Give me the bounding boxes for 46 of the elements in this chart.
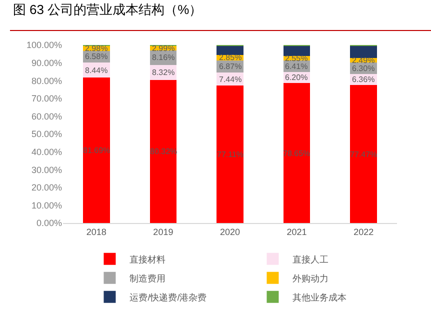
y-tick-label: 80.00% [31,76,62,86]
data-label: 77.11% [217,150,244,159]
data-label: 2.85% [219,53,242,62]
bar [216,45,244,56]
y-tick-label: 30.00% [31,164,62,175]
legend-label: 外购动力 [292,273,329,284]
data-label: 81.69% [83,146,110,155]
data-label: 6.41% [285,62,308,71]
y-tick-label: 50.00% [31,129,62,140]
bar [350,45,377,58]
bar [216,86,244,223]
x-tick-label: 2019 [153,226,174,237]
data-label: 6.20% [285,73,308,82]
data-label: 8.44% [85,66,108,75]
legend-label: 运费/快递费/港杂费 [130,292,207,302]
y-tick-label: 60.00% [31,111,62,122]
x-tick-label: 2020 [220,226,240,237]
y-tick-label: 20.00% [31,182,62,193]
x-tick-label: 2018 [86,226,106,237]
bar [83,78,110,223]
legend-label: 其他业务成本 [292,292,347,302]
legend-label: 直接人工 [292,254,329,264]
data-label: 7.44% [219,75,242,84]
data-label: 6.87% [219,62,242,71]
y-tick-label: 10.00% [31,200,62,210]
bar [283,45,310,56]
chart-title: 图 63 公司的营业成本结构（%） [12,2,202,18]
legend-label: 制造费用 [130,273,166,284]
bar [283,83,310,223]
bar [150,80,177,223]
data-label: 8.16% [152,53,175,62]
y-tick-label: 40.00% [31,146,62,157]
legend-label: 直接材料 [130,254,166,264]
data-label: 77.47% [350,150,378,159]
y-tick-label: 90.00% [31,58,62,68]
bar [350,85,377,223]
y-tick-label: 0.00% [36,218,62,228]
data-label: 6.36% [352,75,375,84]
x-tick-label: 2022 [354,226,374,237]
data-label: 6.58% [85,52,108,61]
y-tick-label: 70.00% [31,94,62,104]
data-label: 6.30% [352,64,375,73]
data-label: 8.32% [152,68,175,77]
y-tick-label: 100.00% [26,40,62,50]
x-tick-label: 2021 [286,226,307,237]
data-label: 2.98% [85,44,108,53]
